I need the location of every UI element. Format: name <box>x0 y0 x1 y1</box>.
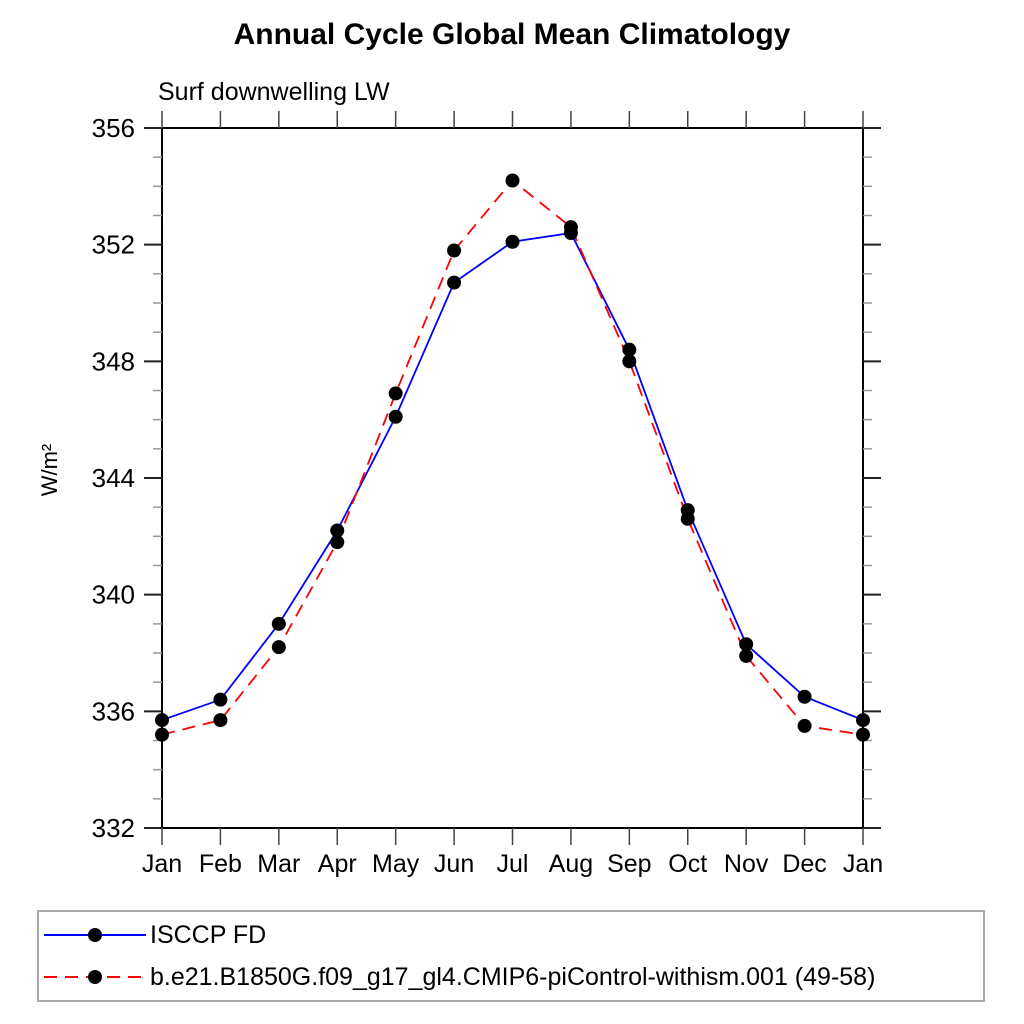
svg-text:Jul: Jul <box>497 850 529 878</box>
svg-text:Jan: Jan <box>142 850 182 878</box>
svg-text:Dec: Dec <box>782 850 826 878</box>
svg-text:Feb: Feb <box>199 850 242 878</box>
svg-text:Jan: Jan <box>843 850 883 878</box>
y-axis-label: W/m² <box>37 443 62 497</box>
svg-text:Nov: Nov <box>724 850 769 878</box>
svg-text:352: 352 <box>92 230 135 260</box>
legend-label: ISCCP FD <box>150 920 267 949</box>
legend-line-solid-icon <box>44 928 146 942</box>
svg-text:Oct: Oct <box>668 850 707 878</box>
svg-text:356: 356 <box>92 113 135 143</box>
svg-text:Mar: Mar <box>257 850 300 878</box>
svg-text:Apr: Apr <box>318 850 357 878</box>
legend-label: b.e21.B1850G.f09_g17_gl4.CMIP6-piControl… <box>150 962 876 991</box>
plot-canvas: 332 336 340 344 348 352 356 Jan Feb Mar Apr May Jun J… <box>92 111 883 878</box>
svg-text:340: 340 <box>92 580 135 610</box>
legend-item-isccp-fd: ISCCP FD <box>42 914 983 956</box>
svg-text:344: 344 <box>92 463 135 493</box>
legend-item-model-run: b.e21.B1850G.f09_g17_gl4.CMIP6-piControl… <box>42 956 983 998</box>
svg-text:Aug: Aug <box>549 850 593 878</box>
plot-area: 332 336 340 344 348 352 356 Jan Feb Mar Apr May Jun J… <box>92 111 883 878</box>
svg-text:336: 336 <box>92 696 135 726</box>
svg-text:332: 332 <box>92 813 135 843</box>
chart-subtitle: Surf downwelling LW <box>158 78 390 106</box>
svg-text:348: 348 <box>92 346 135 376</box>
chart-title: Annual Cycle Global Mean Climatology <box>233 18 791 51</box>
svg-text:Jun: Jun <box>434 850 474 878</box>
svg-text:May: May <box>372 850 420 878</box>
svg-text:Sep: Sep <box>607 850 651 878</box>
legend: ISCCP FD b.e21.B1850G.f09_g17_gl4.CMIP6-… <box>37 910 985 1002</box>
legend-line-dashed-icon <box>44 970 146 984</box>
